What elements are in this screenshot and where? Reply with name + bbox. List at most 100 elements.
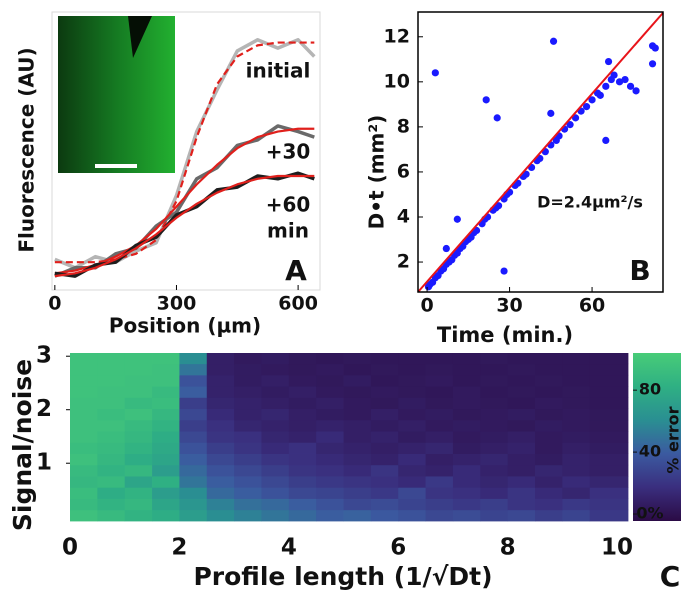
heatmap-cell: [234, 353, 262, 365]
heatmap-cell: [124, 464, 153, 477]
heatmap-cell: [535, 487, 563, 499]
heatmap-cell: [343, 442, 372, 454]
scatter-point: [494, 202, 503, 210]
heatmap-cell: [152, 498, 180, 511]
heatmap-cell: [288, 487, 317, 499]
heatmap-cell: [425, 453, 454, 466]
heatmap-cell: [152, 386, 180, 398]
heatmap-cell: [124, 509, 153, 522]
heatmap-cell: [343, 353, 372, 365]
heatmap-cell: [425, 509, 454, 522]
heatmap-cell: [425, 408, 454, 421]
heatmap-cell: [124, 476, 153, 488]
heatmap-cell: [535, 374, 563, 387]
heatmap-cell: [589, 419, 629, 432]
heatmap-cell: [124, 363, 153, 376]
heatmap-cell: [425, 374, 454, 387]
annotation: D=2.4µm²/s: [537, 193, 643, 212]
heatmap-cell: [206, 374, 235, 387]
heatmap-cell: [398, 476, 426, 488]
heatmap-cell: [535, 509, 563, 522]
curve-label: min: [267, 219, 309, 243]
heatmap-cell: [179, 431, 208, 443]
x-tick-label: 10: [601, 535, 633, 561]
heatmap-cell: [97, 464, 126, 477]
heatmap-cell: [70, 487, 98, 499]
scatter-point: [621, 75, 629, 84]
x-tick-label: 30: [496, 295, 522, 317]
heatmap-cell: [288, 408, 317, 421]
x-axis-label: Time (min.): [437, 323, 573, 347]
curve-label: +60: [266, 193, 311, 217]
y-tick-label: 3: [36, 343, 52, 369]
heatmap-cell: [261, 487, 290, 499]
heatmap-cell: [589, 397, 629, 410]
heatmap-cell: [206, 464, 235, 477]
heatmap-cell: [343, 386, 372, 398]
heatmap-cell: [589, 374, 629, 387]
heatmap-cell: [124, 408, 153, 421]
heatmap-cell: [452, 419, 481, 432]
heatmap-cell: [97, 431, 126, 443]
y-axis-label: D•t (mm²): [365, 115, 389, 230]
heatmap-cell: [480, 408, 509, 421]
heatmap-cell: [234, 464, 262, 477]
x-tick-label: 4: [281, 535, 297, 561]
scatter-point: [610, 71, 618, 79]
heatmap-cell: [97, 476, 126, 488]
heatmap-cell: [261, 431, 290, 443]
curve-label: initial: [246, 59, 311, 83]
heatmap-cell: [206, 453, 235, 466]
heatmap-cell: [288, 442, 317, 454]
heatmap-cell: [425, 431, 454, 443]
heatmap-cell: [452, 397, 481, 410]
y-axis-label: Signal/noise: [8, 359, 37, 531]
heatmap-cell: [179, 397, 208, 410]
heatmap-cell: [398, 431, 426, 443]
heatmap-cell: [316, 374, 344, 387]
heatmap-cell: [398, 419, 426, 432]
heatmap-cell: [452, 408, 481, 421]
heatmap-cell: [97, 442, 126, 454]
heatmap-cell: [589, 476, 629, 488]
heatmap-cell: [70, 442, 98, 454]
x-axis-label: Position (µm): [109, 314, 261, 338]
heatmap-cell: [425, 487, 454, 499]
heatmap-cell: [507, 464, 536, 477]
heatmap-cell: [234, 408, 262, 421]
heatmap-cell: [70, 374, 98, 387]
heatmap-cell: [562, 386, 591, 398]
heatmap-cell: [316, 487, 344, 499]
heatmap-cell: [206, 442, 235, 454]
y-tick-label: 6: [397, 160, 410, 182]
heatmap-cell: [343, 431, 372, 443]
heatmap-cell: [589, 442, 629, 454]
heatmap-cell: [206, 397, 235, 410]
colorbar-label: % error: [664, 406, 683, 473]
heatmap-cell: [507, 397, 536, 410]
scatter-point: [602, 136, 610, 144]
heatmap-cell: [234, 453, 262, 466]
heatmap-cell: [97, 453, 126, 466]
heatmap-cell: [206, 353, 235, 365]
heatmap-cell: [206, 408, 235, 421]
heatmap-cell: [370, 476, 399, 488]
heatmap-cell: [124, 353, 153, 365]
x-tick-label: 300: [157, 293, 197, 315]
heatmap-cell: [234, 476, 262, 488]
heatmap-cell: [370, 353, 399, 365]
heatmap-cell: [288, 386, 317, 398]
x-tick-label: 8: [500, 535, 516, 561]
heatmap-cell: [179, 509, 208, 522]
heatmap-cell: [206, 509, 235, 522]
heatmap-cell: [425, 363, 454, 376]
heatmap-cell: [179, 442, 208, 454]
heatmap-cell: [452, 453, 481, 466]
heatmap-cell: [261, 498, 290, 511]
heatmap-cell: [206, 487, 235, 499]
heatmap-cell: [179, 453, 208, 466]
heatmap-cell: [124, 453, 153, 466]
heatmap-cell: [343, 363, 372, 376]
x-tick-label: 0: [62, 535, 78, 561]
heatmap-cell: [70, 509, 98, 522]
